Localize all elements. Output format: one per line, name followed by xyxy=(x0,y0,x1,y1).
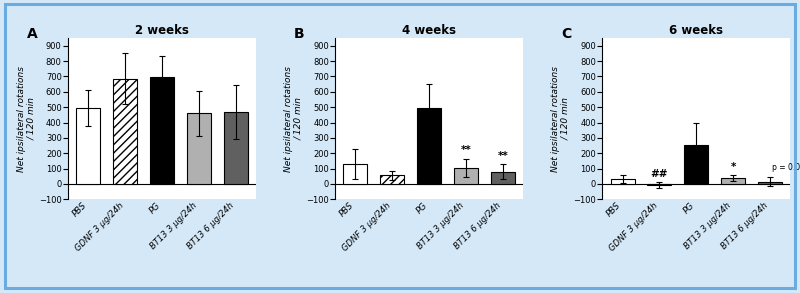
Y-axis label: Net ipsilateral rotations
/ 120 min: Net ipsilateral rotations / 120 min xyxy=(17,66,36,172)
Bar xyxy=(758,182,782,184)
Bar xyxy=(418,108,441,184)
Text: p = 0.053: p = 0.053 xyxy=(772,163,800,172)
Bar xyxy=(684,145,708,184)
Text: ##: ## xyxy=(650,169,668,179)
Title: 2 weeks: 2 weeks xyxy=(135,24,189,37)
Text: **: ** xyxy=(461,146,471,156)
Bar xyxy=(647,184,671,185)
Bar xyxy=(722,178,746,184)
Title: 6 weeks: 6 weeks xyxy=(670,24,723,37)
Y-axis label: Net ipsilateral rotations
/ 120 min: Net ipsilateral rotations / 120 min xyxy=(284,66,303,172)
Text: C: C xyxy=(561,27,571,41)
Bar xyxy=(150,77,174,184)
Bar xyxy=(187,113,211,184)
Bar xyxy=(113,79,137,184)
Bar xyxy=(76,108,100,184)
Y-axis label: Net ipsilateral rotations
/ 120 min: Net ipsilateral rotations / 120 min xyxy=(551,66,570,172)
Text: B: B xyxy=(294,27,304,41)
Bar xyxy=(224,112,248,184)
Bar xyxy=(343,164,367,184)
Bar xyxy=(491,172,515,184)
Bar xyxy=(610,179,634,184)
Text: **: ** xyxy=(498,151,508,161)
Text: A: A xyxy=(26,27,38,41)
Bar xyxy=(380,176,404,184)
Text: *: * xyxy=(730,162,736,172)
Title: 4 weeks: 4 weeks xyxy=(402,24,456,37)
Bar xyxy=(454,168,478,184)
